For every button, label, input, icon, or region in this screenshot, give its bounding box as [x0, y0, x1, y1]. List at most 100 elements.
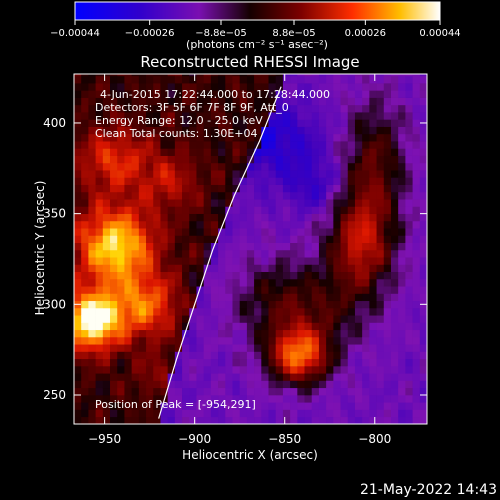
- heatmap-cell: [390, 315, 399, 323]
- heatmap-cell: [261, 271, 269, 280]
- heatmap-cell: [246, 380, 255, 389]
- heatmap-cell: [102, 380, 111, 389]
- heatmap-cell: [225, 249, 233, 258]
- heatmap-cell: [153, 97, 161, 106]
- heatmap-cell: [210, 199, 219, 207]
- heatmap-cell: [318, 402, 327, 410]
- heatmap-cell: [88, 206, 96, 214]
- heatmap-cell: [138, 365, 147, 374]
- heatmap-cell: [290, 264, 298, 273]
- heatmap-cell: [246, 104, 255, 113]
- heatmap-cell: [333, 141, 341, 149]
- heatmap-cell: [340, 278, 349, 287]
- heatmap-cell: [95, 155, 104, 164]
- heatmap-cell: [290, 293, 298, 302]
- heatmap-cell: [304, 133, 313, 142]
- heatmap-cell: [210, 235, 219, 243]
- heatmap-cell: [182, 300, 190, 309]
- heatmap-cell: [138, 307, 147, 316]
- heatmap-cell: [419, 148, 427, 156]
- heatmap-cell: [268, 394, 277, 403]
- heatmap-cell: [369, 83, 377, 91]
- heatmap-cell: [290, 148, 298, 156]
- heatmap-cell: [311, 191, 320, 200]
- heatmap-cell: [239, 249, 248, 258]
- heatmap-cell: [282, 133, 291, 142]
- heatmap-cell: [210, 416, 219, 424]
- heatmap-cell: [182, 235, 190, 243]
- heatmap-cell: [290, 112, 298, 120]
- heatmap-cell: [225, 257, 233, 265]
- heatmap-cell: [304, 336, 313, 345]
- heatmap-cell: [146, 278, 154, 287]
- heatmap-cell: [405, 242, 413, 251]
- heatmap-cell: [146, 394, 154, 403]
- heatmap-cell: [117, 307, 125, 316]
- heatmap-cell: [189, 416, 197, 424]
- heatmap-cell: [196, 402, 205, 410]
- heatmap-cell: [232, 213, 241, 222]
- heatmap-cell: [304, 112, 313, 120]
- heatmap-cell: [218, 155, 226, 164]
- heatmap-cell: [297, 257, 305, 265]
- heatmap-cell: [383, 133, 392, 142]
- heatmap-cell: [81, 213, 89, 222]
- heatmap-cell: [405, 365, 413, 374]
- heatmap-cell: [290, 191, 298, 200]
- heatmap-cell: [189, 300, 197, 309]
- heatmap-cell: [218, 264, 226, 273]
- heatmap-cell: [261, 228, 269, 236]
- heatmap-cell: [282, 126, 291, 135]
- x-axis-label: Heliocentric X (arcsec): [182, 448, 318, 462]
- heatmap-cell: [282, 336, 291, 345]
- heatmap-cell: [297, 344, 305, 352]
- heatmap-cell: [398, 409, 406, 418]
- heatmap-cell: [160, 351, 168, 360]
- heatmap-cell: [81, 191, 89, 200]
- heatmap-cell: [268, 126, 277, 135]
- heatmap-cell: [282, 344, 291, 352]
- heatmap-cell: [88, 394, 96, 403]
- heatmap-cell: [225, 119, 233, 127]
- heatmap-cell: [74, 249, 82, 258]
- heatmap-cell: [318, 228, 327, 236]
- heatmap-cell: [189, 191, 197, 200]
- heatmap-cell: [347, 264, 356, 273]
- heatmap-cell: [369, 220, 377, 229]
- heatmap-cell: [369, 155, 377, 164]
- heatmap-cell: [354, 126, 363, 135]
- heatmap-cell: [304, 170, 313, 178]
- heatmap-cell: [340, 228, 349, 236]
- heatmap-cell: [95, 133, 104, 142]
- heatmap-cell: [138, 184, 147, 193]
- heatmap-cell: [268, 315, 277, 323]
- heatmap-cell: [174, 249, 183, 258]
- heatmap-cell: [261, 373, 269, 381]
- heatmap-cell: [347, 300, 356, 309]
- heatmap-cell: [131, 402, 140, 410]
- heatmap-cell: [275, 141, 284, 149]
- heatmap-cell: [268, 162, 277, 171]
- heatmap-cell: [146, 184, 154, 193]
- heatmap-cell: [326, 177, 334, 185]
- colorbar-tick-label: −0.00044: [50, 28, 100, 39]
- heatmap-cell: [239, 119, 248, 127]
- heatmap-cell: [189, 148, 197, 156]
- heatmap-cell: [369, 278, 377, 287]
- heatmap-cell: [340, 213, 349, 222]
- heatmap-cell: [117, 293, 125, 302]
- heatmap-cell: [333, 206, 341, 214]
- heatmap-cell: [88, 380, 96, 389]
- heatmap-cell: [239, 170, 248, 178]
- heatmap-cell: [347, 344, 356, 352]
- heatmap-cell: [326, 242, 334, 251]
- heatmap-cell: [131, 300, 140, 309]
- heatmap-cell: [405, 409, 413, 418]
- heatmap-cell: [318, 220, 327, 229]
- heatmap-cell: [376, 380, 385, 389]
- heatmap-cell: [369, 184, 377, 193]
- heatmap-cell: [246, 278, 255, 287]
- heatmap-cell: [218, 90, 226, 98]
- heatmap-cell: [297, 242, 305, 251]
- heatmap-cell: [189, 344, 197, 352]
